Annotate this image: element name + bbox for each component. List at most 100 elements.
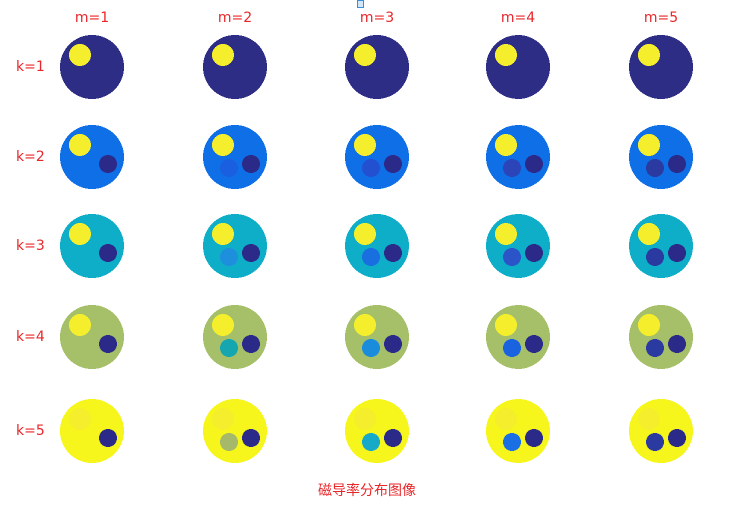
mid-inclusion [362, 433, 380, 451]
domain-disc [203, 305, 267, 369]
distribution-cell-k3-m3 [344, 213, 410, 279]
distribution-cell-k1-m3 [344, 34, 410, 100]
cursor-marker [357, 0, 364, 8]
domain-disc [629, 399, 693, 463]
row-label-4: k=4 [16, 329, 45, 345]
mid-inclusion [503, 159, 521, 177]
dark-inclusion [668, 335, 686, 353]
dark-inclusion [242, 244, 260, 262]
yellow-inclusion [212, 44, 234, 66]
yellow-inclusion [69, 408, 91, 430]
yellow-inclusion [212, 134, 234, 156]
domain-disc [203, 125, 267, 189]
domain-disc [629, 305, 693, 369]
dark-inclusion [525, 155, 543, 173]
yellow-inclusion [354, 134, 376, 156]
distribution-cell-k4-m4 [485, 304, 551, 370]
domain-disc [486, 399, 550, 463]
yellow-inclusion [69, 223, 91, 245]
yellow-inclusion [495, 408, 517, 430]
yellow-inclusion [212, 314, 234, 336]
distribution-cell-k2-m3 [344, 124, 410, 190]
yellow-inclusion [638, 134, 660, 156]
distribution-cell-k4-m1 [59, 304, 125, 370]
yellow-inclusion [354, 314, 376, 336]
distribution-image [60, 399, 124, 463]
mid-inclusion [362, 248, 380, 266]
distribution-image [60, 214, 124, 278]
distribution-cell-k5-m2 [202, 398, 268, 464]
distribution-image [486, 399, 550, 463]
yellow-inclusion [354, 408, 376, 430]
domain-disc [345, 35, 409, 99]
dark-inclusion [525, 429, 543, 447]
dark-inclusion [384, 244, 402, 262]
distribution-cell-k3-m5 [628, 213, 694, 279]
distribution-image [486, 214, 550, 278]
distribution-image [629, 35, 693, 99]
yellow-inclusion [69, 314, 91, 336]
yellow-inclusion [638, 408, 660, 430]
yellow-inclusion [495, 44, 517, 66]
distribution-cell-k5-m3 [344, 398, 410, 464]
distribution-cell-k5-m1 [59, 398, 125, 464]
yellow-inclusion [69, 134, 91, 156]
distribution-image [60, 125, 124, 189]
distribution-image [629, 399, 693, 463]
domain-disc [486, 305, 550, 369]
domain-disc [486, 35, 550, 99]
distribution-image [60, 35, 124, 99]
yellow-inclusion [212, 408, 234, 430]
distribution-image [629, 125, 693, 189]
domain-disc [203, 399, 267, 463]
mid-inclusion [503, 248, 521, 266]
distribution-cell-k5-m4 [485, 398, 551, 464]
mid-inclusion [362, 339, 380, 357]
distribution-cell-k4-m2 [202, 304, 268, 370]
yellow-inclusion [354, 44, 376, 66]
yellow-inclusion [495, 314, 517, 336]
distribution-image [345, 305, 409, 369]
mid-inclusion [362, 159, 380, 177]
dark-inclusion [99, 244, 117, 262]
yellow-inclusion [638, 44, 660, 66]
distribution-cell-k1-m4 [485, 34, 551, 100]
distribution-cell-k1-m5 [628, 34, 694, 100]
dark-inclusion [242, 429, 260, 447]
mid-inclusion [77, 339, 95, 357]
dark-inclusion [668, 244, 686, 262]
distribution-image [203, 35, 267, 99]
domain-disc [60, 399, 124, 463]
distribution-cell-k2-m2 [202, 124, 268, 190]
row-label-3: k=3 [16, 238, 45, 254]
mid-inclusion [503, 339, 521, 357]
dark-inclusion [525, 244, 543, 262]
dark-inclusion [99, 429, 117, 447]
distribution-image [203, 125, 267, 189]
mid-inclusion [646, 159, 664, 177]
distribution-image [486, 305, 550, 369]
yellow-inclusion [495, 223, 517, 245]
yellow-inclusion [638, 314, 660, 336]
column-label-2: m=2 [217, 10, 253, 26]
mid-inclusion [77, 159, 95, 177]
mid-inclusion [77, 248, 95, 266]
distribution-image [345, 214, 409, 278]
distribution-image [203, 399, 267, 463]
distribution-cell-k4-m5 [628, 304, 694, 370]
dark-inclusion [99, 155, 117, 173]
dark-inclusion [384, 335, 402, 353]
domain-disc [203, 214, 267, 278]
mid-inclusion [646, 339, 664, 357]
mid-inclusion [77, 433, 95, 451]
distribution-cell-k2-m4 [485, 124, 551, 190]
domain-disc [203, 35, 267, 99]
domain-disc [486, 125, 550, 189]
column-label-5: m=5 [643, 10, 679, 26]
distribution-image [629, 305, 693, 369]
mid-inclusion [646, 433, 664, 451]
yellow-inclusion [212, 223, 234, 245]
distribution-image [203, 214, 267, 278]
domain-disc [60, 305, 124, 369]
dark-inclusion [668, 155, 686, 173]
